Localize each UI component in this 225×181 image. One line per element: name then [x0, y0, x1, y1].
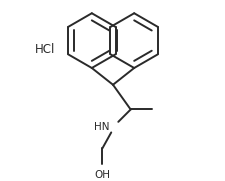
Text: OH: OH — [94, 170, 110, 180]
Text: HCl: HCl — [35, 43, 55, 56]
Text: HN: HN — [94, 122, 109, 132]
